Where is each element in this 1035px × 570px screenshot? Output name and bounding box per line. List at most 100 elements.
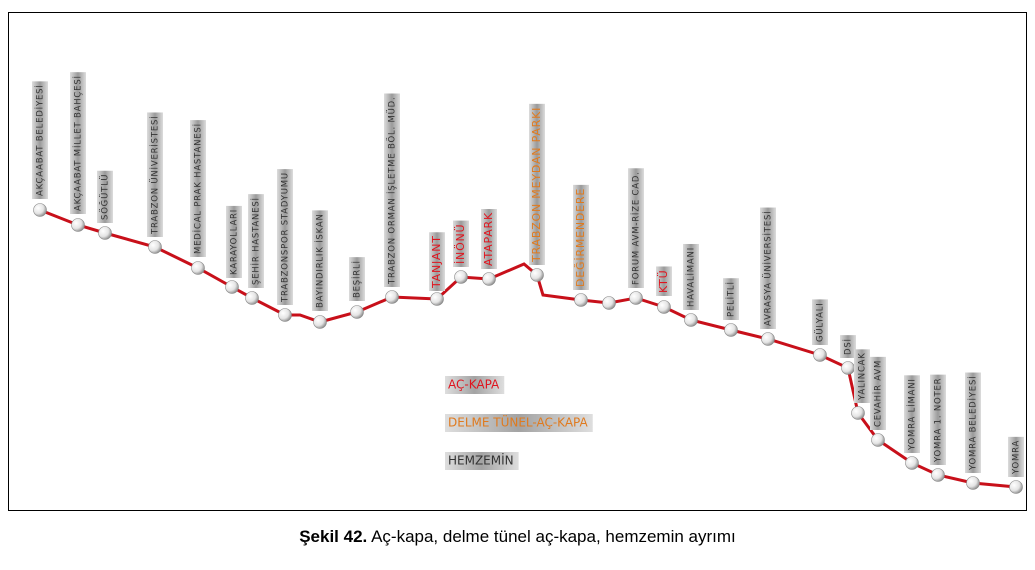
label-box [723,278,739,320]
station-name: DSİ [843,338,854,355]
station-node [1009,480,1023,494]
station-label: AKÇAABAT BELEDİYESİ [32,81,48,199]
station-label: YOMRA 1. NOTER [930,374,946,465]
caption-figure: Şekil 42. [299,527,368,546]
station-node [813,348,827,362]
station-node [71,218,85,232]
station-name: AKÇAABAT BELEDİYESİ [35,84,46,196]
label-box [812,299,828,345]
label-box [930,374,946,465]
station-label: TRABZON MEYDAN PARKI [529,103,545,265]
station-name: ATAPARK [482,212,495,266]
station-label: DEĞİRMENDERE [573,184,589,290]
label-box [70,72,86,214]
station-node [841,361,855,375]
legend-box [445,376,505,394]
station-node [148,240,162,254]
station-label: AVRASYA ÜNİVERSİTESİ [760,207,776,329]
label-box [190,120,206,257]
label-box [349,257,365,301]
station-node [871,433,885,447]
station-label: YALINCAK [854,349,870,403]
station-label: AKÇAABAT MİLLET BAHÇESİ [70,72,86,214]
station-node [98,226,112,240]
station-name: YOMRA 1. NOTER [934,378,944,463]
route-line [39,208,1017,489]
label-box [481,209,497,269]
diagram: AKÇAABAT BELEDİYESİ AKÇAABAT MİLLET BAHÇE… [8,12,1027,511]
station-label: PELİTLİ [723,278,739,320]
station-node [245,291,259,305]
label-box [854,349,870,403]
station-node [530,268,544,282]
station-node [385,290,399,304]
label-box [683,243,699,310]
label-box [277,169,293,305]
station-name: KTÜ [657,269,670,293]
station-name: TRABZON ÜNİVERİSTESİ [150,115,161,235]
label-box [1008,436,1024,477]
legend-label: DELME TÜNEL-AÇ-KAPA [448,414,589,430]
station-name: TRABZON ORMAN İŞLETME BÖL. MÜD. [387,97,398,286]
label-box [147,112,163,237]
station-label: YOMRA [1008,436,1024,477]
station-node [629,291,643,305]
station-name: DEĞİRMENDERE [574,188,587,287]
caption: Şekil 42. Aç-kapa, delme tünel aç-kapa, … [0,527,1035,547]
station-name: BEŞİRLİ [352,260,363,298]
station-node [574,293,588,307]
station-label: YOMRA LİMANI [904,375,920,453]
station-name: YOMRA LİMANI [907,378,918,451]
station-label: ATAPARK [481,209,497,269]
station-name: TRABZONSPOR STADYUMU [281,172,291,303]
station-name: MEDİCAL PRAK HASTANESİ [193,123,204,254]
label-box [453,220,469,267]
station-label: TANJANT [429,232,445,291]
station-node [33,203,47,217]
station-label: TRABZON ORMAN İŞLETME BÖL. MÜD. [384,93,400,287]
label-box [97,170,113,223]
label-box [384,93,400,287]
station-node [454,270,468,284]
station-node [430,292,444,306]
station-name: ŞEHİR HASTANESİ [251,197,262,285]
label-box [32,81,48,199]
station-node [657,300,671,314]
station-name: PELİTLİ [726,281,737,317]
station-label: TRABZON ÜNİVERİSTESİ [147,112,163,237]
station-name: YALINCAK [858,352,868,401]
station-node [905,456,919,470]
label-box [248,194,264,288]
station-label: ŞEHİR HASTANESİ [248,194,264,288]
station-node [191,261,205,275]
label-box [529,103,545,265]
station-name: YOMRA [1012,440,1022,475]
station-label: SÖĞÜTLÜ [97,170,113,223]
station-node [225,280,239,294]
label-box [760,207,776,329]
station-label: MEDİCAL PRAK HASTANESİ [190,120,206,257]
label-box [226,205,242,278]
station-node [931,468,945,482]
station-name: KARAYOLLARI [230,209,240,275]
station-name: BAYINDIRLIK İSKAN [315,213,326,308]
label-box [573,184,589,290]
label-box [628,168,644,288]
station-name: HAVALİMANI [686,247,697,307]
station-name: YOMRA BELEDİYESİ [968,376,979,471]
station-node [966,476,980,490]
station-name: AVRASYA ÜNİVERSİTESİ [763,211,774,326]
station-node [278,308,292,322]
label-box [312,210,328,311]
station-node [851,406,865,420]
station-label: KTÜ [656,266,672,296]
label-box [870,356,886,430]
label-box [965,372,981,473]
legend-box [445,414,593,432]
station-label: GÜLYALI [812,299,828,345]
station-label: BEŞİRLİ [349,257,365,301]
label-box [904,375,920,453]
station-node [482,272,496,286]
station-name: İNÖNÜ [454,224,467,264]
